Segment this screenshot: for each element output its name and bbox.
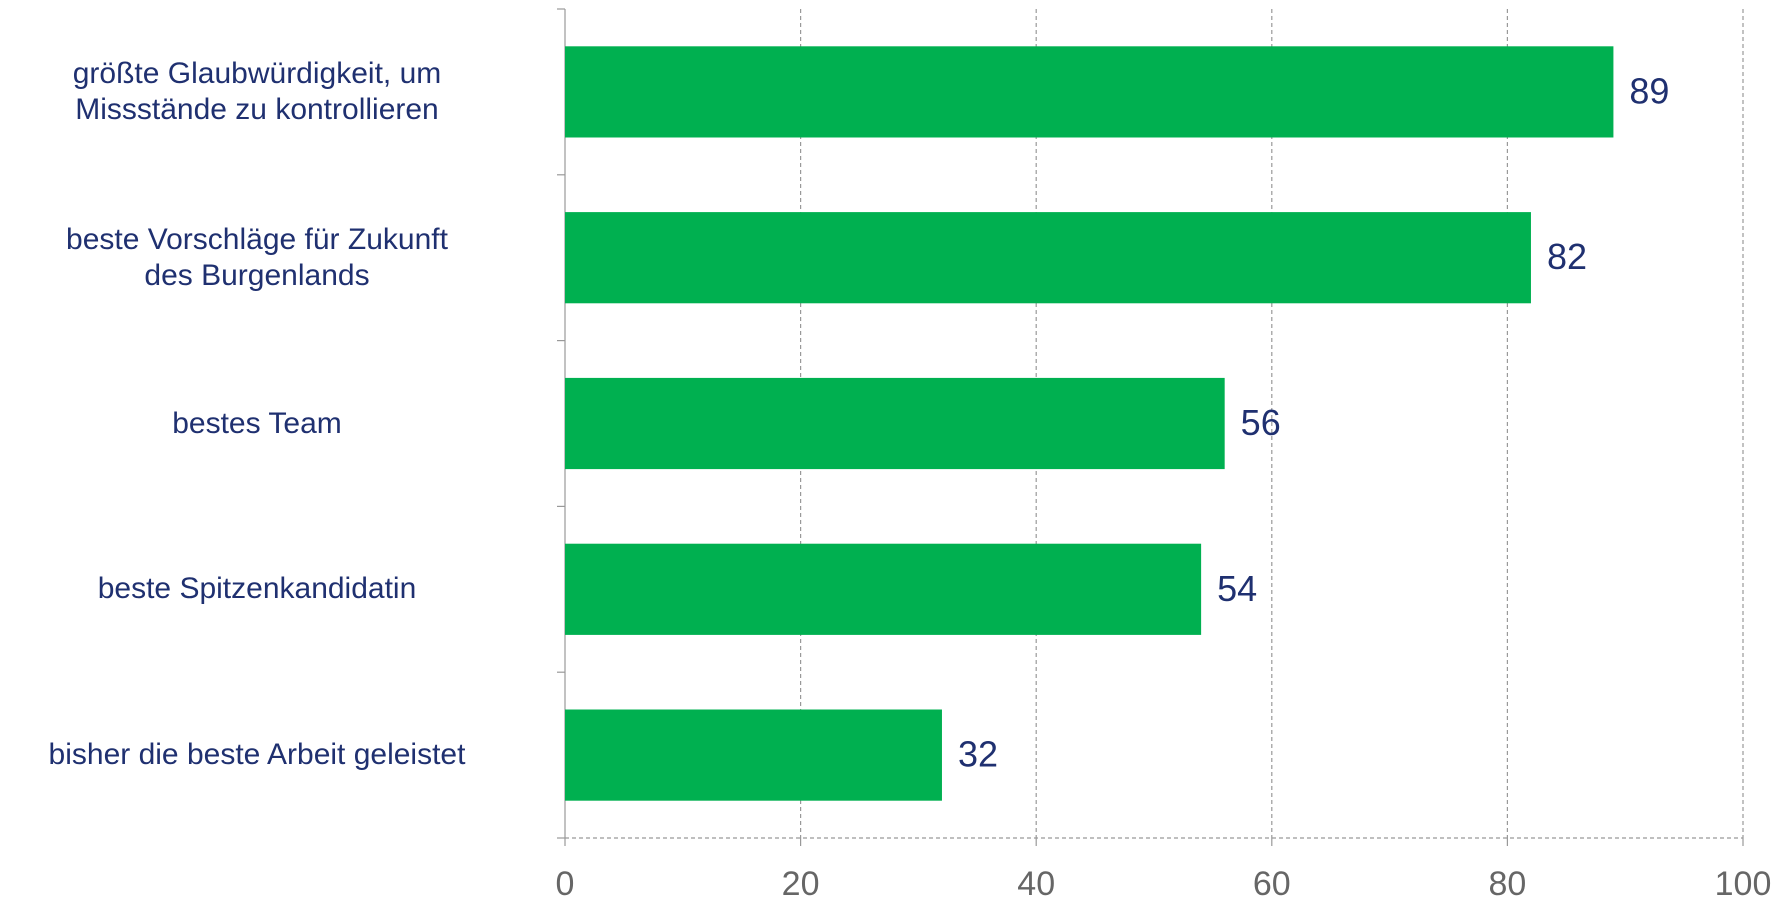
y-tick-label: beste Vorschläge für Zukunft des Burgenl… xyxy=(66,222,448,292)
y-tick-label: größte Glaubwürdigkeit, um Missstände zu… xyxy=(72,56,442,126)
x-tick-label: 40 xyxy=(1017,865,1055,898)
data-label: 56 xyxy=(1241,402,1281,443)
bar xyxy=(565,543,1202,635)
x-tick-label: 80 xyxy=(1488,865,1526,898)
y-tick-label: bestes Team xyxy=(172,406,342,440)
bar xyxy=(565,212,1531,304)
x-tick-label: 20 xyxy=(782,865,820,898)
y-tick-label: beste Spitzenkandidatin xyxy=(97,572,417,606)
bar xyxy=(565,46,1614,138)
bar xyxy=(565,709,942,801)
data-label: 54 xyxy=(1217,568,1257,609)
data-label: 32 xyxy=(958,734,998,775)
x-tick-label: 100 xyxy=(1715,865,1772,898)
data-label: 82 xyxy=(1547,236,1587,277)
x-tick-label: 0 xyxy=(556,865,575,898)
y-tick-label: bisher die beste Arbeit geleistet xyxy=(48,738,466,772)
bar xyxy=(565,377,1225,470)
data-label: 89 xyxy=(1629,70,1669,111)
x-tick-label: 60 xyxy=(1253,865,1291,898)
